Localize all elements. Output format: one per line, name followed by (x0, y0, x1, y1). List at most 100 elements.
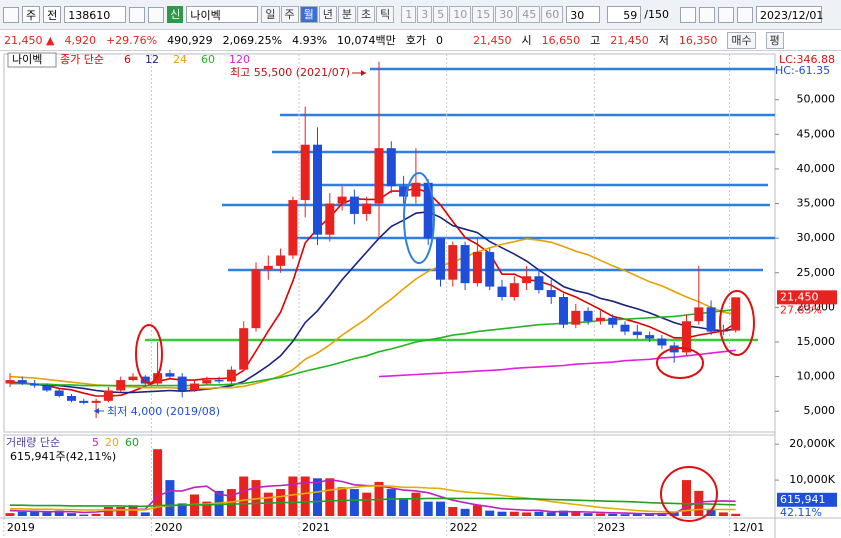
sound-button[interactable] (148, 6, 165, 23)
candle-body (226, 369, 236, 382)
period-button[interactable]: 일 (261, 6, 280, 23)
market-select[interactable]: 주 (22, 6, 41, 23)
circle (656, 347, 704, 379)
candle-body (497, 286, 507, 297)
x-tick-label: 2020 (154, 521, 182, 534)
save-button[interactable] (717, 6, 734, 23)
code-input[interactable]: 138610 (64, 6, 127, 23)
legend-entry: 60 (125, 436, 139, 449)
volume-bar (17, 511, 27, 516)
interval-button[interactable]: 3 (417, 6, 433, 23)
candle-body (140, 376, 150, 384)
candle-body (42, 385, 52, 391)
icon-button[interactable] (3, 6, 19, 23)
count-input[interactable]: 59 (607, 6, 642, 23)
x-tick-label: 2021 (302, 521, 330, 534)
interval-select[interactable]: 30 (566, 6, 601, 23)
candle-body (288, 200, 298, 256)
price-value: 21,450 (4, 33, 43, 47)
interval-button[interactable]: 5 (433, 6, 449, 23)
candle-body (79, 400, 89, 403)
interval-button[interactable]: 10 (449, 6, 472, 23)
candle-body (300, 144, 310, 201)
y-tick-label: 10,000 (797, 370, 836, 383)
amount: 10,074백만 (337, 34, 396, 47)
volume-bar (79, 514, 89, 516)
highlight-circles (135, 172, 755, 522)
candle-body (239, 328, 249, 370)
ma-line (10, 210, 736, 394)
candle-body (559, 297, 568, 325)
volume-bar (509, 511, 519, 516)
volume-bar (140, 512, 150, 516)
buy-button[interactable]: 매수 (727, 31, 756, 49)
volume-bar (706, 508, 716, 516)
candle-body (349, 196, 359, 214)
y-tick-label: 35,000 (797, 197, 836, 210)
kind-select[interactable]: 전 (43, 6, 62, 23)
date-input[interactable]: 2023/12/01 (755, 6, 823, 23)
period-button[interactable]: 틱 (376, 6, 395, 23)
last-volume-pct: 42.11% (780, 506, 822, 519)
volume-bar (30, 510, 40, 516)
volume-bar (349, 489, 359, 516)
last-pct-label: 27.83% (780, 303, 822, 316)
candle-body (423, 182, 433, 239)
candle-body (67, 396, 76, 401)
period-button[interactable]: 초 (357, 6, 376, 23)
candle-body (682, 321, 691, 353)
candle-body (595, 317, 605, 322)
interval-button[interactable]: 60 (541, 6, 564, 23)
avg-button[interactable]: 평 (765, 31, 784, 49)
tool-button[interactable] (698, 6, 715, 23)
period-button[interactable]: 년 (318, 6, 337, 23)
candle-body (448, 245, 458, 280)
candle-body (202, 380, 212, 384)
quote-bar: 21,450 ▲ 4,920 +29.76% 490,929 2,069.25%… (0, 30, 841, 51)
ma-line (9, 237, 736, 390)
last-price-label: 21,450 (780, 290, 819, 303)
open: 16,650 (541, 33, 581, 47)
volume-bar (448, 507, 458, 516)
search-button[interactable] (129, 6, 146, 23)
candle-body (128, 376, 138, 381)
candle-body (731, 297, 741, 331)
period-button[interactable]: 분 (337, 6, 356, 23)
candle-body (103, 390, 113, 401)
volume-bar (436, 501, 445, 516)
interval-button[interactable]: 45 (518, 6, 541, 23)
volume-bar (583, 513, 593, 516)
volume-bar (472, 505, 482, 516)
candle-body (522, 276, 532, 284)
y-tick-label: 10,000K (789, 473, 835, 486)
candle-body (436, 238, 445, 280)
interval-button[interactable]: 15 (472, 6, 495, 23)
arrow-head (94, 408, 99, 414)
volume-bar (522, 512, 532, 516)
quote-label: 호가 (405, 34, 427, 47)
price-panel (3, 53, 776, 433)
volume-ratio: 2,069.25% (222, 33, 283, 47)
legend-entry: 24 (173, 53, 187, 66)
candle-body (165, 373, 175, 377)
period-button[interactable]: 월 (299, 6, 318, 23)
interval-button[interactable]: 30 (495, 6, 518, 23)
candle-body (534, 276, 544, 291)
marks: 2019 2020 2021 2022 2023 12/01 5,000 10,000 15,0… (3, 53, 837, 538)
volume-bar (731, 513, 741, 516)
volume-bar (423, 501, 433, 516)
stock-name: 나이벡 (186, 6, 259, 23)
volume-bar (386, 489, 396, 516)
period-button[interactable]: 주 (280, 6, 299, 23)
candle-body (325, 203, 335, 235)
interval-button[interactable]: 1 (401, 6, 417, 23)
candle-body (276, 255, 286, 266)
tool-button[interactable] (679, 6, 696, 23)
settings-button[interactable] (736, 6, 753, 23)
candle-body (411, 182, 421, 197)
volume-info: 615,941주(42,11%) (10, 450, 116, 463)
price: 21,450 ▲ (4, 33, 55, 47)
